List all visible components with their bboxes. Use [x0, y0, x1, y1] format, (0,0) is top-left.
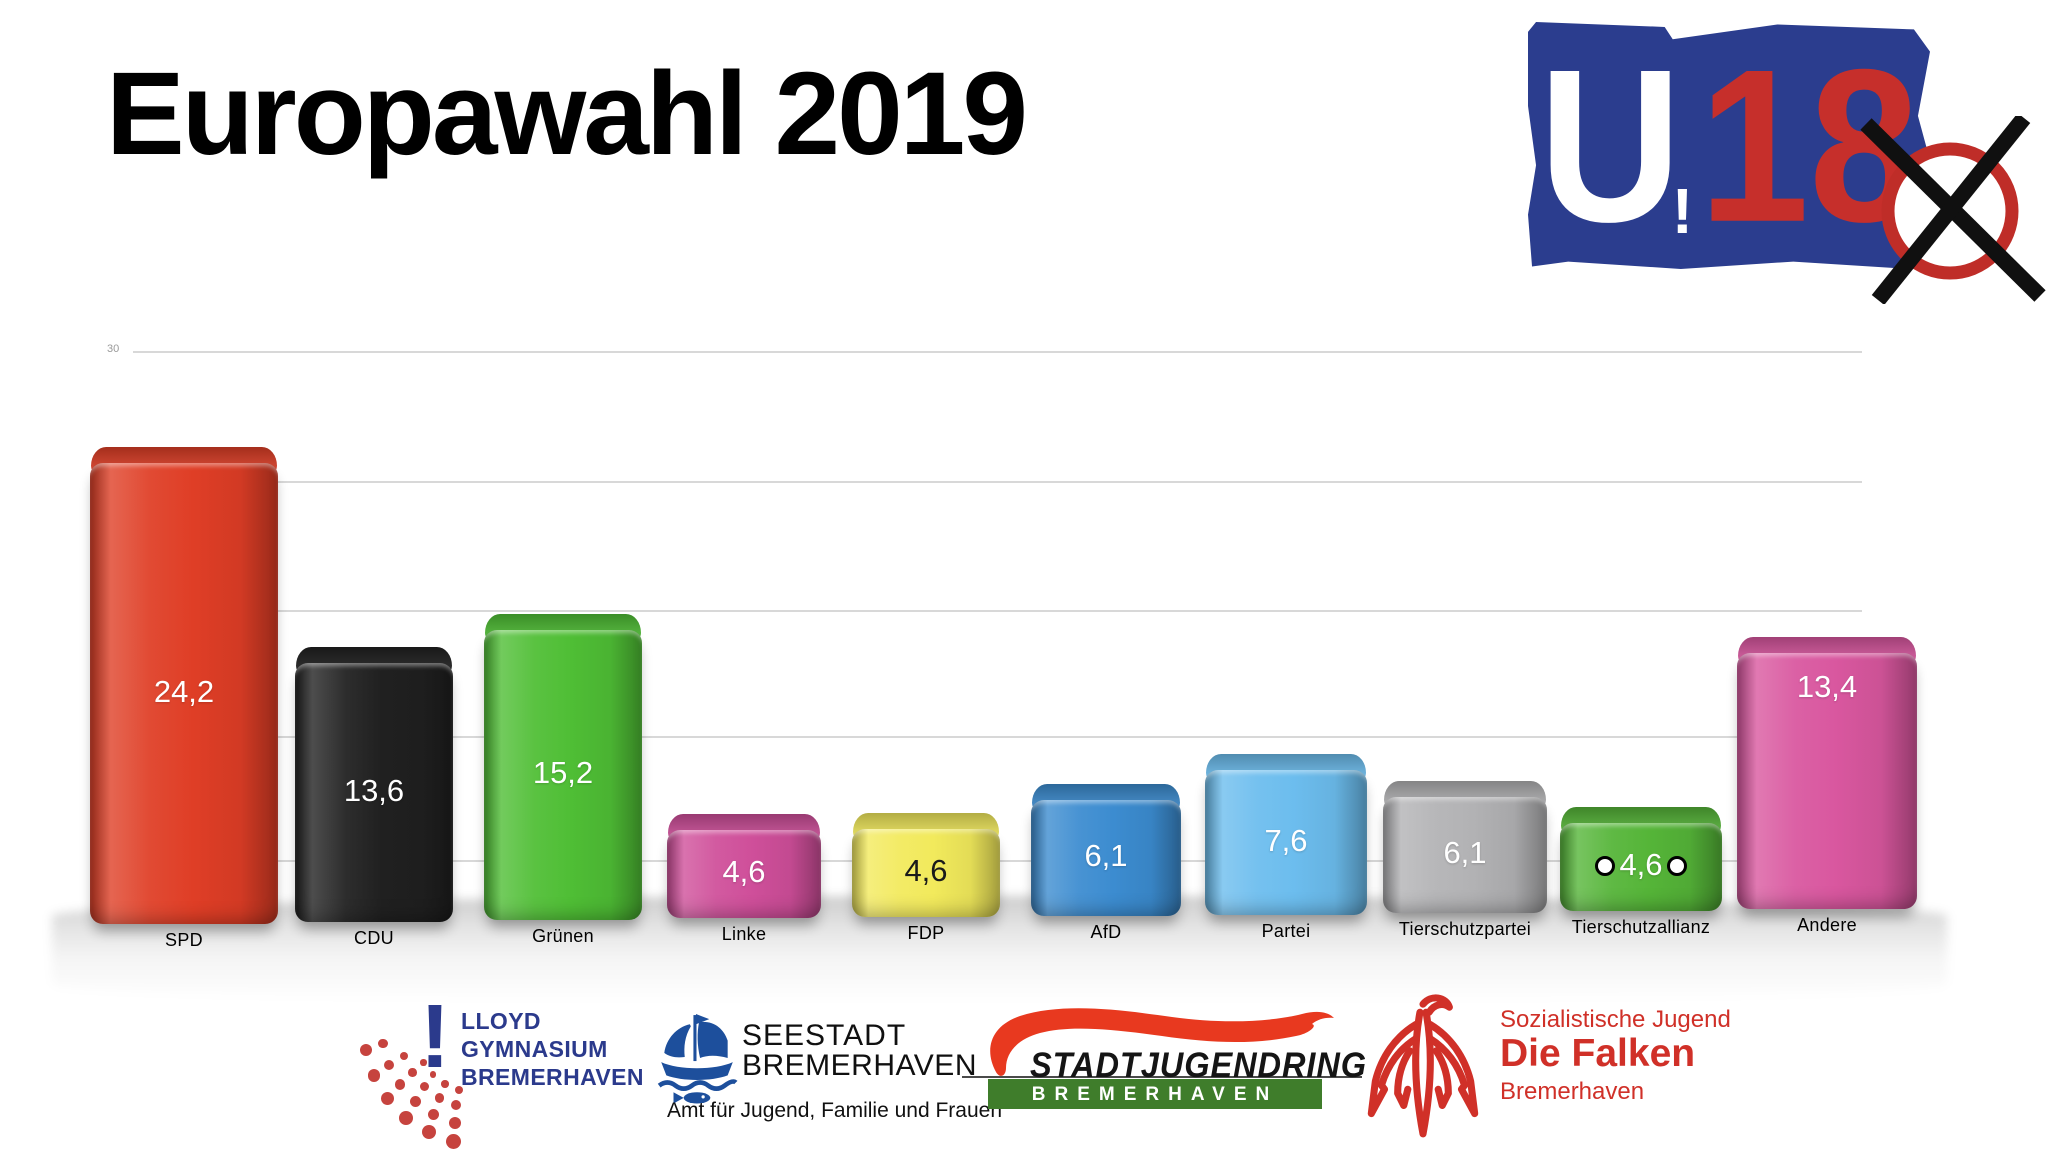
lloyd-dot [427, 1108, 440, 1121]
bar-front-face-fdp: 4,6 [852, 829, 1000, 917]
lloyd-line-1: LLOYD [461, 1008, 541, 1034]
lloyd-dot [441, 1080, 449, 1088]
lloyd-dot [378, 1038, 388, 1049]
lloyd-line-2: GYMNASIUM [461, 1036, 608, 1062]
bar-front-face-afd: 6,1 [1031, 800, 1181, 916]
white-dot-icon [1666, 856, 1687, 876]
lloyd-dot [409, 1095, 421, 1108]
falken-line-2: Die Falken [1500, 1032, 1696, 1075]
category-label-partei: Partei [1261, 921, 1311, 941]
lloyd-dot [419, 1082, 429, 1092]
falken-eagle-icon [1367, 994, 1479, 1138]
category-label-tierschutzpartei: Tierschutzpartei [1398, 919, 1532, 939]
category-label-tierschutzallianz: Tierschutzallianz [1571, 917, 1711, 937]
lloyd-dot [420, 1059, 427, 1066]
seestadt-subtitle: Amt für Jugend, Familie und Frauen [667, 1099, 1002, 1122]
lloyd-dot [434, 1093, 444, 1103]
bar-partei: 7,6 [1205, 754, 1367, 915]
category-label-linke: Linke [721, 924, 767, 944]
bar-tierschutzpartei: 6,1 [1383, 781, 1547, 913]
bar-cdu: 13,6 [295, 647, 453, 922]
ballot-cross-icon [1860, 116, 2046, 304]
lloyd-dot [446, 1133, 462, 1149]
bar-tierschutzallianz: 4,6 [1560, 807, 1722, 911]
bar-andere: 13,4 [1737, 637, 1917, 909]
seestadt-ship-icon [657, 1014, 738, 1104]
lloyd-dot [399, 1110, 414, 1125]
category-label-afd: AfD [1090, 922, 1122, 942]
gridline-4 [133, 736, 1862, 738]
seestadt-line-1: SEESTADT [742, 1019, 907, 1052]
falken-line-1: Sozialistische Jugend [1500, 1006, 1731, 1033]
bar-front-face-spd: 24,2 [90, 463, 278, 924]
bar-front-face-cdu: 13,6 [295, 663, 453, 922]
lloyd-dot [451, 1100, 462, 1111]
bar-value-label-linke: 4,6 [722, 854, 766, 889]
u18-logo-u: U [1538, 23, 1682, 267]
seestadt-line-2: BREMERHAVEN [742, 1049, 977, 1082]
bar-value-label-partei: 7,6 [1264, 823, 1308, 858]
u18-logo-exclamation: ! [1671, 175, 1694, 247]
lloyd-gymnasium-logo: LLOYD GYMNASIUM BREMERHAVEN [461, 1007, 644, 1091]
gridline-3 [133, 610, 1862, 612]
lloyd-dot [384, 1059, 395, 1071]
category-label-fdp: FDP [907, 923, 945, 943]
lloyd-dot [399, 1051, 408, 1060]
bar-linke: 4,6 [667, 814, 821, 918]
bar-value-label-gr-nen: 15,2 [532, 755, 594, 790]
u18-logo: U ! 18 [1528, 22, 1930, 269]
bar-value-label-cdu: 13,6 [343, 773, 405, 808]
page-title: Europawahl 2019 [106, 48, 1028, 180]
bar-front-face-linke: 4,6 [667, 830, 821, 918]
bar-front-face-partei: 7,6 [1205, 770, 1367, 915]
stadtjugendring-divider [962, 1076, 1362, 1078]
stadtjugendring-swoosh-icon [990, 1008, 1334, 1076]
bar-value-label-andere: 13,4 [1796, 669, 1858, 704]
category-label-gr-nen: Grünen [532, 926, 594, 946]
bar-value-label-afd: 6,1 [1084, 838, 1128, 873]
lloyd-dot [421, 1124, 436, 1140]
bar-front-face-andere: 13,4 [1737, 653, 1917, 909]
category-label-andere: Andere [1797, 915, 1857, 935]
stadtjugendring-bar: BREMERHAVEN [988, 1079, 1322, 1109]
bar-value-label-tierschutzpartei: 6,1 [1443, 835, 1487, 870]
gridline-1 [133, 351, 1862, 353]
lloyd-dot [381, 1091, 395, 1106]
category-label-spd: SPD [165, 930, 203, 950]
lloyd-dot [360, 1044, 373, 1057]
bar-value-label-spd: 24,2 [153, 674, 215, 709]
lloyd-dot [429, 1070, 437, 1078]
stadtjugendring-name: STADTJUGENDRING [1030, 1046, 1368, 1085]
lloyd-exclamation-icon: ! [420, 987, 450, 1087]
gridline-2 [133, 481, 1862, 483]
falken-line-3: Bremerhaven [1500, 1078, 1645, 1105]
category-label-cdu: CDU [354, 928, 394, 948]
bar-spd: 24,2 [90, 447, 278, 924]
bar-front-face-tierschutzallianz: 4,6 [1560, 823, 1722, 911]
lloyd-dot [454, 1086, 463, 1095]
bar-fdp: 4,6 [852, 813, 1000, 917]
bar-gr-nen: 15,2 [484, 614, 642, 920]
white-dot-icon [1595, 856, 1616, 876]
lloyd-dot [448, 1116, 461, 1129]
bar-front-face-tierschutzpartei: 6,1 [1383, 797, 1547, 913]
bar-front-face-gr-nen: 15,2 [484, 630, 642, 920]
bar-afd: 6,1 [1031, 784, 1181, 916]
bar-value-label-tierschutzallianz: 4,6 [1560, 847, 1722, 883]
lloyd-dot [367, 1069, 381, 1082]
bar-value-label-fdp: 4,6 [904, 853, 948, 888]
lloyd-dot [394, 1079, 406, 1091]
lloyd-line-3: BREMERHAVEN [461, 1064, 644, 1090]
lloyd-dot [408, 1068, 417, 1077]
y-axis-top-tick-label: 30 [107, 343, 120, 355]
